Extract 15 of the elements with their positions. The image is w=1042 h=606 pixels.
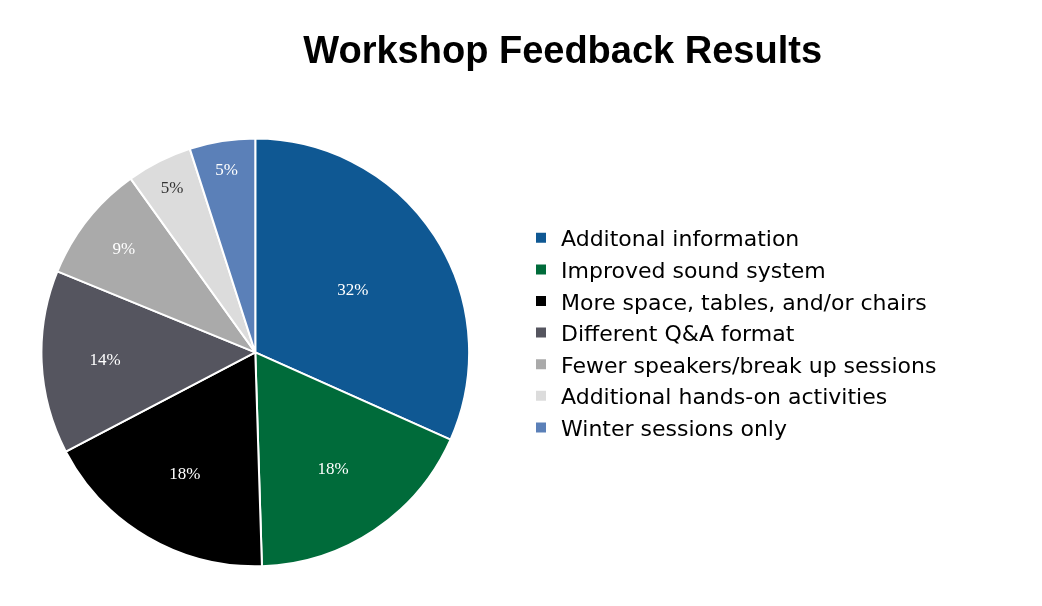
legend-label: Different Q&A format — [561, 321, 795, 347]
data-label: 5% — [215, 160, 238, 180]
data-label: 5% — [160, 177, 184, 197]
chart-title: Workshop Feedback Results — [303, 28, 823, 71]
legend-label: Winter sessions only — [561, 415, 787, 441]
legend-label: More space, tables, and/or chairs — [561, 289, 927, 315]
data-label: 18% — [317, 458, 349, 478]
legend-label: Improved sound system — [561, 257, 826, 283]
data-label: 18% — [169, 463, 201, 483]
legend-label: Additonal information — [561, 226, 800, 252]
legend-label: Additional hands-on activities — [561, 384, 888, 410]
data-label: 9% — [112, 239, 136, 259]
data-label: 14% — [89, 349, 121, 369]
data-label: 32% — [337, 279, 369, 299]
legend-label: Fewer speakers/break up sessions — [561, 352, 937, 378]
